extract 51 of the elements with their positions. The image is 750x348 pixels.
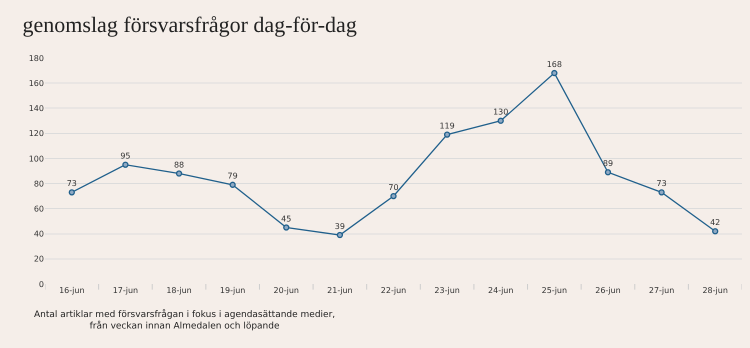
x-tick-label: 17-jun bbox=[112, 286, 138, 295]
y-tick-label: 80 bbox=[34, 179, 44, 188]
x-tick-label: 27-jun bbox=[648, 286, 674, 295]
y-tick-label: 100 bbox=[28, 154, 44, 164]
x-tick-label: 19-jun bbox=[220, 286, 246, 295]
x-tick-label: 18-jun bbox=[166, 286, 192, 295]
x-tick-label: 20-jun bbox=[274, 286, 299, 295]
point bbox=[122, 162, 129, 168]
chart-title: genomslag försvarsfrågor dag-för-dag bbox=[22, 12, 357, 38]
y-tick-label: 140 bbox=[28, 104, 44, 114]
point bbox=[336, 232, 344, 238]
x-tick-label: 23-jun bbox=[434, 286, 460, 295]
x-tick-label: 26-jun bbox=[595, 286, 621, 295]
data-label: 130 bbox=[493, 108, 508, 117]
point bbox=[551, 70, 558, 76]
data-label: 95 bbox=[120, 152, 131, 161]
point bbox=[68, 189, 75, 196]
data-label: 168 bbox=[546, 60, 562, 69]
x-tick-label: 16-jun bbox=[59, 286, 85, 295]
point bbox=[604, 169, 612, 176]
point bbox=[230, 182, 236, 188]
x-tick-label: 21-jun bbox=[327, 286, 353, 295]
y-tick-label: 20 bbox=[34, 254, 44, 264]
x-tick-label: 28-jun bbox=[702, 286, 728, 295]
point bbox=[390, 192, 397, 200]
text: Antal artiklar med försvarsfrågan i fokus i agendasättande medier, från veckan innan Almedalen och löpande bbox=[34, 309, 336, 332]
data-label: 70 bbox=[388, 182, 399, 192]
point bbox=[712, 228, 718, 234]
data-label: 89 bbox=[602, 159, 614, 168]
data-label: 42 bbox=[710, 218, 720, 228]
data-label: 45 bbox=[281, 214, 292, 224]
point bbox=[498, 118, 504, 124]
data-label: 119 bbox=[439, 121, 455, 130]
data-label: 88 bbox=[174, 160, 184, 170]
data-label: 73 bbox=[656, 179, 667, 188]
point bbox=[283, 224, 290, 231]
x-tick-label: 25-jun bbox=[542, 286, 568, 295]
y-tick-label: 180 bbox=[28, 54, 44, 63]
data-label: 73 bbox=[66, 179, 77, 188]
y-tick-label: 40 bbox=[34, 230, 44, 239]
point bbox=[444, 131, 450, 138]
y-tick-label: 120 bbox=[28, 129, 44, 138]
data-label: 39 bbox=[334, 222, 345, 231]
y-tick-label: 160 bbox=[28, 78, 44, 88]
y-tick-label: 0 bbox=[38, 280, 44, 289]
y-tick-label: 60 bbox=[34, 204, 44, 214]
point bbox=[176, 170, 182, 177]
x-tick-label: 22-jun bbox=[380, 286, 406, 295]
data-label: 79 bbox=[228, 172, 238, 181]
x-tick-label: 24-jun bbox=[488, 286, 514, 295]
point bbox=[658, 189, 665, 196]
